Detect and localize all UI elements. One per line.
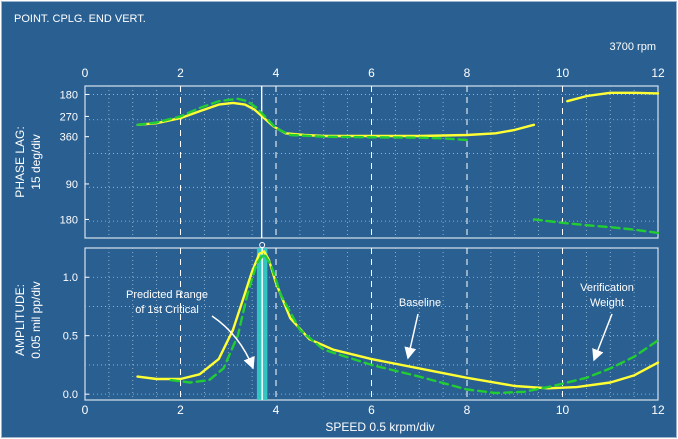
annotation-verification-line2: Weight — [590, 297, 624, 309]
x-tick-label: 4 — [273, 66, 280, 80]
y-tick-label: 180 — [60, 214, 78, 226]
x-tick-label: 6 — [368, 66, 375, 80]
annotations: Predicted Range of 1st Critical Baseline… — [126, 282, 634, 370]
phase-panel: 180 270 360 90 180 0 2 4 6 8 10 12 PHASE LAG: 15 d… — [13, 66, 665, 239]
amplitude-panel: 1.0 0.5 0.0 0 2 4 6 8 10 12 AMPLITUDE: 0.05 mil … — [13, 242, 665, 434]
verification-weight-line — [532, 218, 660, 235]
phase-ylabel-line2: 15 deg/div — [29, 134, 43, 189]
x-tick-label: 4 — [273, 403, 280, 417]
annotation-verification-arrow — [592, 313, 613, 362]
amplitude-y-tick-labels: 1.0 0.5 0.0 — [63, 272, 89, 401]
annotation-baseline: Baseline — [399, 297, 441, 309]
chart-title: POINT. CPLG. END VERT. — [14, 13, 146, 25]
phase-grid — [85, 86, 658, 238]
critical-band — [256, 242, 268, 400]
x-tick-label: 12 — [651, 66, 665, 80]
x-axis-label: SPEED 0.5 krpm/div — [325, 420, 434, 434]
baseline-line — [566, 91, 660, 103]
x-tick-label: 0 — [82, 66, 89, 80]
rpm-label: 3700 rpm — [610, 41, 656, 53]
amplitude-ylabel-line2: 0.05 mil pp/div — [29, 281, 43, 358]
y-tick-label: 270 — [60, 111, 78, 123]
phase-series — [136, 91, 660, 235]
amplitude-series — [136, 250, 660, 395]
amplitude-ylabel-line1: AMPLITUDE: — [13, 284, 27, 356]
verification-weight-line — [136, 97, 469, 142]
y-tick-label: 1.0 — [63, 272, 78, 284]
x-tick-label: 12 — [651, 403, 665, 417]
annotation-verification-line1: Verification — [580, 282, 634, 294]
annotation-critical-line2: of 1st Critical — [135, 304, 199, 316]
amplitude-grid — [85, 248, 658, 400]
annotation-critical-arrow — [211, 315, 255, 370]
y-tick-label: 180 — [60, 89, 78, 101]
x-tick-label: 0 — [82, 403, 89, 417]
x-tick-label: 6 — [368, 403, 375, 417]
x-tick-label: 10 — [556, 403, 570, 417]
y-tick-label: 90 — [66, 179, 78, 191]
amplitude-x-tick-labels: 0 2 4 6 8 10 12 — [82, 403, 665, 417]
phase-y-tick-labels: 180 270 360 90 180 — [60, 89, 89, 226]
phase-ylabel-line1: PHASE LAG: — [13, 126, 27, 197]
x-tick-label: 8 — [464, 66, 471, 80]
x-tick-label: 10 — [556, 66, 570, 80]
x-tick-label: 2 — [177, 66, 184, 80]
y-tick-label: 0.0 — [63, 389, 78, 401]
annotation-critical-line1: Predicted Range — [126, 289, 208, 301]
x-tick-label: 2 — [177, 403, 184, 417]
y-tick-label: 360 — [60, 132, 78, 144]
y-tick-label: 0.5 — [63, 331, 78, 343]
phase-x-tick-labels: 0 2 4 6 8 10 12 — [82, 66, 665, 80]
annotation-baseline-arrow — [404, 313, 419, 360]
x-tick-label: 8 — [464, 403, 471, 417]
verification-weight-line — [169, 252, 660, 395]
baseline-line — [136, 101, 536, 138]
baseline-line — [136, 250, 660, 390]
speed-marker-dot — [259, 242, 266, 248]
